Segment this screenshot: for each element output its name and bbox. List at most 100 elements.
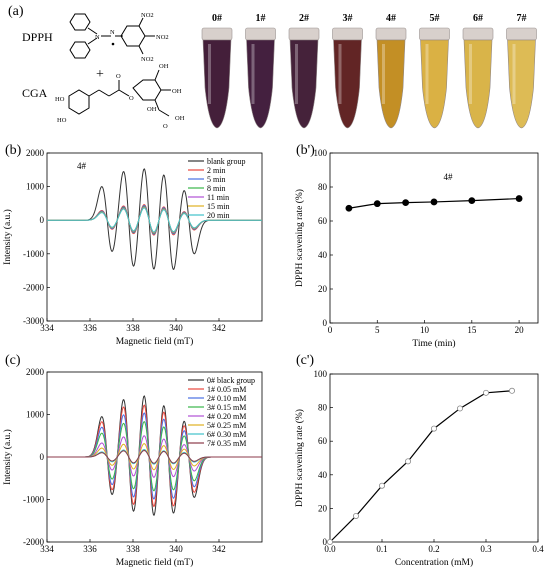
data-point-3 bbox=[405, 458, 412, 465]
legend-entry-7: 7# 0.35 mM bbox=[207, 439, 246, 448]
tube-label-1: 1# bbox=[256, 13, 266, 24]
data-point-1 bbox=[373, 200, 381, 208]
tube-7: 7# bbox=[506, 13, 537, 129]
data-point-1 bbox=[353, 512, 360, 519]
panel-c2-label: (c') bbox=[296, 353, 315, 368]
annotation: 4# bbox=[77, 161, 87, 171]
y-tick-label: 2000 bbox=[26, 367, 45, 377]
y-tick-label: -2000 bbox=[23, 537, 44, 547]
tube-body-2 bbox=[289, 39, 319, 129]
no2-label-1: NO2 bbox=[141, 12, 154, 19]
y-tick-label: 0 bbox=[323, 318, 328, 328]
x-tick-label: 336 bbox=[83, 544, 97, 554]
x-tick-label: 0 bbox=[328, 325, 333, 335]
no2-label-2: NO2 bbox=[156, 34, 169, 41]
tube-body-1 bbox=[246, 39, 275, 129]
x-axis-label: Concentration (mM) bbox=[395, 557, 473, 568]
tube-body-4 bbox=[376, 39, 406, 129]
legend-entry-1: 1# 0.05 mM bbox=[207, 385, 246, 394]
data-point-3 bbox=[430, 198, 438, 206]
x-axis-label: Time (min) bbox=[412, 338, 455, 349]
ho-label-1: HO bbox=[55, 96, 65, 103]
legend-entry-4: 4# 0.20 mM bbox=[207, 412, 246, 421]
cga-quinic-ring bbox=[132, 79, 162, 101]
x-tick-label: 342 bbox=[212, 544, 226, 554]
y-axis-label: DPPH scavening rate (%) bbox=[294, 409, 305, 507]
tube-label-6: 6# bbox=[473, 13, 483, 24]
panel-c-label: (c) bbox=[5, 353, 21, 368]
y-axis-label: DPPH scavening rate (%) bbox=[294, 189, 305, 287]
tube-label-4: 4# bbox=[386, 13, 396, 24]
tube-cap-7 bbox=[506, 27, 537, 41]
no2-label-3: NO2 bbox=[141, 56, 154, 63]
tube-glare-2 bbox=[295, 44, 298, 104]
tube-4: 4# bbox=[375, 13, 407, 129]
legend-entry-3: 8 min bbox=[207, 184, 225, 193]
cga-aromatic-ring bbox=[68, 89, 90, 115]
tube-body-7 bbox=[507, 39, 536, 129]
tube-cap-4 bbox=[375, 27, 407, 41]
data-point-4 bbox=[430, 425, 437, 432]
tube-body-5 bbox=[420, 39, 449, 129]
y-tick-label: -2000 bbox=[23, 282, 44, 292]
o-label-2: O bbox=[129, 95, 134, 102]
x-tick-label: 0.3 bbox=[480, 544, 492, 554]
tube-glare-0 bbox=[208, 44, 211, 104]
rate-line bbox=[329, 390, 513, 543]
y-tick-label: -1000 bbox=[23, 249, 44, 259]
radical-dot bbox=[111, 42, 115, 46]
data-point-0 bbox=[327, 538, 334, 545]
x-tick-label: 0.1 bbox=[376, 544, 387, 554]
rate-line bbox=[348, 197, 520, 209]
dpph-phenyl-ring-2 bbox=[69, 41, 91, 59]
x-tick-label: 340 bbox=[169, 323, 183, 333]
tube-5: 5# bbox=[419, 13, 450, 129]
tube-6: 6# bbox=[462, 13, 494, 129]
series-line-6 bbox=[47, 207, 262, 233]
x-axis-label: Magnetic field (mT) bbox=[116, 336, 194, 347]
y-tick-label: 1000 bbox=[26, 182, 45, 192]
legend-entry-4: 11 min bbox=[207, 193, 229, 202]
tube-2: 2# bbox=[288, 13, 320, 129]
data-point-2 bbox=[402, 199, 410, 207]
oh-label-4: OH bbox=[175, 115, 185, 122]
y-tick-label: 100 bbox=[314, 148, 328, 158]
tube-cap-6 bbox=[462, 27, 494, 41]
y-tick-label: 0 bbox=[40, 215, 45, 225]
n-label-1: N bbox=[95, 34, 100, 41]
tube-cap-5 bbox=[419, 27, 450, 41]
y-tick-label: -3000 bbox=[23, 316, 44, 326]
tube-cap-0 bbox=[201, 27, 233, 41]
annotation: 4# bbox=[443, 172, 453, 182]
x-tick-label: 0.0 bbox=[324, 544, 336, 554]
o-label-3: O bbox=[163, 123, 168, 130]
tube-0: 0# bbox=[201, 13, 233, 129]
x-tick-label: 10 bbox=[420, 325, 430, 335]
x-tick-label: 334 bbox=[40, 323, 54, 333]
x-axis-label: Magnetic field (mT) bbox=[116, 557, 194, 568]
tube-label-5: 5# bbox=[430, 13, 440, 24]
tube-cap-1 bbox=[245, 27, 276, 41]
legend-entry-1: 2 min bbox=[207, 166, 225, 175]
panel-a-label: (a) bbox=[8, 4, 24, 19]
legend-entry-0: 0# black group bbox=[207, 376, 255, 385]
series-line-7 bbox=[47, 450, 262, 464]
tube-glare-4 bbox=[382, 44, 385, 104]
tube-1: 1# bbox=[245, 13, 276, 129]
x-tick-label: 5 bbox=[375, 325, 380, 335]
tube-cap-3 bbox=[332, 27, 363, 41]
legend-entry-2: 2# 0.10 mM bbox=[207, 394, 246, 403]
dpph-phenyl-ring-1 bbox=[69, 13, 91, 31]
data-point-6 bbox=[482, 389, 489, 396]
tube-glare-5 bbox=[425, 44, 429, 104]
legend-entry-2: 5 min bbox=[207, 175, 225, 184]
x-tick-label: 338 bbox=[126, 323, 140, 333]
tube-cap-2 bbox=[288, 27, 320, 41]
x-tick-label: 338 bbox=[126, 544, 140, 554]
tube-glare-6 bbox=[469, 44, 472, 104]
legend-entry-0: blank group bbox=[207, 157, 245, 166]
panel-b-label: (b) bbox=[5, 143, 22, 158]
tube-label-2: 2# bbox=[299, 13, 309, 24]
oh-label-3: OH bbox=[147, 106, 157, 113]
x-tick-label: 342 bbox=[212, 323, 226, 333]
